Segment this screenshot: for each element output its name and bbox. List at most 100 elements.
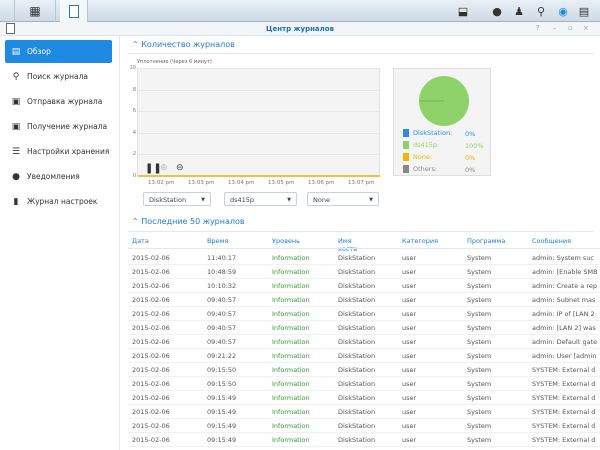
main-menu-button[interactable]: ▦ bbox=[14, 0, 56, 22]
plot-area bbox=[137, 68, 380, 177]
table-cell: Information bbox=[272, 254, 310, 262]
log-center-taskbar-button[interactable] bbox=[60, 0, 88, 22]
minimize-button[interactable]: – bbox=[553, 24, 557, 32]
notification-icon[interactable]: ◉ bbox=[558, 4, 568, 18]
table-row[interactable]: 2015-02-06 09:21:22 Information DiskStation… bbox=[128, 349, 600, 363]
table-cell: DiskStation bbox=[338, 394, 376, 402]
table-row[interactable]: 2015-02-06 09:40:57 Information DiskStation… bbox=[128, 335, 600, 349]
table-cell: 10:10:32 bbox=[207, 282, 237, 290]
table-cell: SYSTEM: External d bbox=[532, 366, 596, 374]
table-cell: System bbox=[467, 296, 492, 304]
table-row[interactable]: 2015-02-06 09:40:57 Information DiskStation… bbox=[128, 307, 600, 321]
legend-item: ds415p: bbox=[403, 141, 439, 149]
divider bbox=[128, 53, 594, 54]
sidebar-item-log-sending[interactable]: ▣ Отправка журнала bbox=[5, 90, 112, 113]
host-dropdown-3[interactable]: None ▼ bbox=[307, 192, 379, 206]
table-cell: user bbox=[402, 268, 417, 276]
table-cell: System bbox=[467, 338, 492, 346]
table-cell: 2015-02-06 bbox=[132, 324, 170, 332]
table-cell: admin: [Enable SMB bbox=[532, 268, 598, 276]
table-row[interactable]: 2015-02-06 09:15:49 Information DiskStation… bbox=[128, 391, 600, 405]
column-header[interactable]: Уровень bbox=[272, 237, 300, 245]
table-cell: System bbox=[467, 352, 492, 360]
table-row[interactable]: 2015-02-06 10:48:59 Information DiskStation… bbox=[128, 265, 600, 279]
download-icon[interactable]: ⬓ bbox=[457, 4, 469, 18]
gridline bbox=[138, 68, 380, 69]
sidebar-item-log-receiving[interactable]: ▣ Получение журнала bbox=[5, 115, 112, 138]
table-row[interactable]: 2015-02-06 09:40:57 Information DiskStation… bbox=[128, 293, 600, 307]
sidebar-item-settings-log[interactable]: ▮ Журнал настроек bbox=[5, 190, 112, 213]
table-cell: System bbox=[467, 394, 492, 402]
log-count-section-header[interactable]: ⌃ Количество журналов bbox=[132, 40, 235, 49]
recent-logs-section-header[interactable]: ⌃ Последние 50 журналов bbox=[132, 217, 245, 226]
sidebar-item-log-search[interactable]: ⚲ Поиск журнала bbox=[5, 65, 112, 88]
sidebar-item-label: Отправка журнала bbox=[27, 97, 103, 106]
column-header[interactable]: Дата bbox=[132, 237, 149, 245]
column-header[interactable]: Имя хоста bbox=[338, 237, 358, 253]
legend-item: DiskStation: bbox=[403, 129, 452, 137]
table-cell: DiskStation bbox=[338, 380, 376, 388]
y-tick-label: 0 bbox=[132, 173, 136, 179]
table-cell: Information bbox=[272, 296, 310, 304]
legend-label: ds415p: bbox=[413, 141, 440, 149]
host-dropdown-2[interactable]: ds415p ▼ bbox=[224, 192, 297, 206]
table-row[interactable]: 2015-02-06 09:15:49 Information DiskStation… bbox=[128, 433, 600, 447]
legend-item: Others: bbox=[403, 165, 437, 173]
table-cell: Information bbox=[272, 352, 310, 360]
table-cell: System bbox=[467, 408, 492, 416]
sidebar-item-label: Получение журнала bbox=[27, 122, 108, 131]
dropdown-value: DiskStation bbox=[149, 196, 187, 204]
receive-icon: ▣ bbox=[11, 121, 21, 132]
table-row[interactable]: 2015-02-06 10:10:32 Information DiskStation… bbox=[128, 279, 600, 293]
table-cell: 09:15:50 bbox=[207, 380, 237, 388]
x-tick-label: 13:05 pm bbox=[268, 180, 295, 186]
pause-button[interactable]: ❚❚ bbox=[145, 163, 162, 174]
table-row[interactable]: 2015-02-06 09:40:57 Information DiskStation… bbox=[128, 321, 600, 335]
y-tick-label: 2 bbox=[132, 151, 136, 158]
table-row[interactable]: 2015-02-06 09:15:49 Information DiskStation… bbox=[128, 405, 600, 419]
column-header[interactable]: Время bbox=[207, 237, 229, 245]
table-cell: user bbox=[402, 296, 417, 304]
close-button[interactable]: × bbox=[583, 24, 589, 32]
table-cell: 09:21:22 bbox=[207, 352, 237, 360]
table-row[interactable]: 2015-02-06 09:15:50 Information DiskStation… bbox=[128, 377, 600, 391]
legend-swatch bbox=[403, 165, 409, 173]
widgets-icon[interactable]: ▤ bbox=[578, 4, 590, 18]
table-cell: user bbox=[402, 436, 417, 444]
sidebar-item-notifications[interactable]: ● Уведомления bbox=[5, 165, 112, 188]
user-icon[interactable]: ♟ bbox=[514, 4, 524, 18]
table-cell: DiskStation bbox=[338, 324, 376, 332]
table-cell: user bbox=[402, 380, 417, 388]
search-icon[interactable]: ⚲ bbox=[536, 4, 546, 18]
table-cell: user bbox=[402, 422, 417, 430]
table-cell: user bbox=[402, 324, 417, 332]
chevron-down-icon: ▼ bbox=[369, 197, 373, 203]
table-cell: DiskStation bbox=[338, 422, 376, 430]
zoom-out-button[interactable]: ⊖ bbox=[176, 163, 184, 173]
legend-value: 100% bbox=[465, 142, 484, 150]
column-header[interactable]: Программа bbox=[467, 237, 506, 245]
table-row[interactable]: 2015-02-06 11:40:17 Information DiskStation… bbox=[128, 251, 600, 265]
sidebar-item-overview[interactable]: ▤ Обзор bbox=[5, 40, 112, 63]
x-tick-label: 13:03 pm bbox=[188, 180, 215, 186]
sidebar-item-storage-settings[interactable]: ☰ Настройки хранения bbox=[5, 140, 112, 163]
storage-icon: ☰ bbox=[11, 146, 21, 157]
host-dropdown[interactable]: DiskStation ▼ bbox=[143, 192, 211, 206]
x-tick-label: 13:02 pm bbox=[148, 180, 175, 186]
chat-icon[interactable]: ● bbox=[492, 4, 502, 18]
help-button[interactable]: ? bbox=[536, 24, 540, 32]
table-row[interactable]: 2015-02-06 09:15:49 Information DiskStation… bbox=[128, 419, 600, 433]
table-row[interactable]: 2015-02-06 09:15:50 Information DiskStation… bbox=[128, 363, 600, 377]
chevron-down-icon: ▼ bbox=[287, 197, 291, 203]
table-cell: 2015-02-06 bbox=[132, 422, 170, 430]
table-cell: DiskStation bbox=[338, 436, 376, 444]
window-titlebar[interactable]: Центр журналов ? – ▫ × bbox=[0, 22, 600, 36]
maximize-button[interactable]: ▫ bbox=[568, 24, 573, 32]
table-cell: user bbox=[402, 408, 417, 416]
series-line bbox=[138, 175, 380, 177]
sidebar-item-label: Обзор bbox=[27, 47, 51, 56]
zoom-in-button[interactable]: ⊕ bbox=[160, 163, 168, 173]
taskbar: ▦ ⬓ ● ♟ ⚲ ◉ ▤ bbox=[0, 0, 600, 22]
column-header[interactable]: Сообщения bbox=[532, 237, 572, 245]
column-header[interactable]: Категория bbox=[402, 237, 439, 245]
